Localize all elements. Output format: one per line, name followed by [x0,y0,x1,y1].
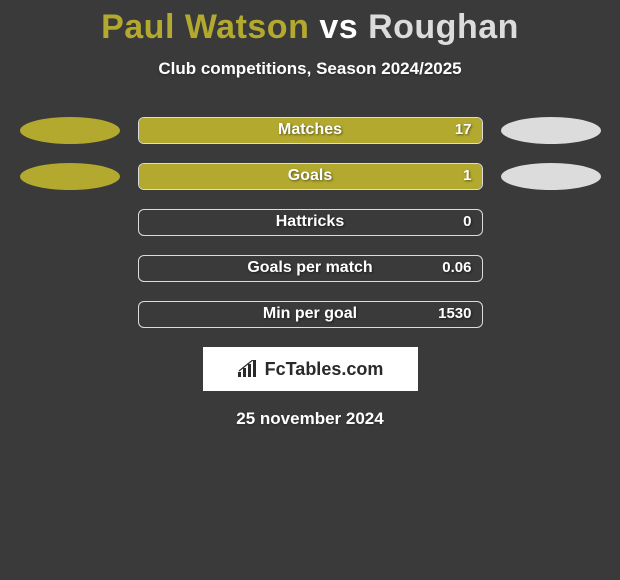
stats-container: Matches17 Goals1 Hattricks0 Goals per match… [0,117,620,328]
date-text: 25 november 2024 [0,409,620,429]
stat-label: Min per goal [139,302,482,326]
stat-bar: Hattricks0 [138,209,483,236]
player1-marker [20,117,120,144]
player2-marker [483,301,583,328]
branding-box: FcTables.com [203,347,418,391]
stat-row: Matches17 [0,117,620,144]
stat-row: Hattricks0 [0,209,620,236]
player2-name: Roughan [368,8,519,46]
stat-value: 17 [455,118,472,142]
player2-marker [483,255,583,282]
player1-marker [38,301,138,328]
comparison-title: Paul Watson vs Roughan [0,0,620,47]
stat-bar: Goals1 [138,163,483,190]
stat-value: 1 [463,164,471,188]
stat-value: 0.06 [442,256,471,280]
stat-value: 0 [463,210,471,234]
player1-marker [38,255,138,282]
player2-marker [501,117,601,144]
stat-label: Hattricks [139,210,482,234]
branding-text: FcTables.com [237,359,384,380]
bar-chart-icon [237,360,259,378]
stat-row: Min per goal1530 [0,301,620,328]
stat-row: Goals1 [0,163,620,190]
vs-text: vs [319,8,358,46]
stat-label: Goals per match [139,256,482,280]
player2-marker [483,209,583,236]
subtitle: Club competitions, Season 2024/2025 [0,59,620,79]
player1-name: Paul Watson [101,8,309,46]
stat-label: Matches [139,118,482,142]
stat-bar: Matches17 [138,117,483,144]
stat-value: 1530 [438,302,471,326]
stat-bar: Min per goal1530 [138,301,483,328]
stat-row: Goals per match0.06 [0,255,620,282]
player1-marker [38,209,138,236]
player2-marker [501,163,601,190]
stat-bar: Goals per match0.06 [138,255,483,282]
stat-label: Goals [139,164,482,188]
branding-label: FcTables.com [265,359,384,380]
player1-marker [20,163,120,190]
